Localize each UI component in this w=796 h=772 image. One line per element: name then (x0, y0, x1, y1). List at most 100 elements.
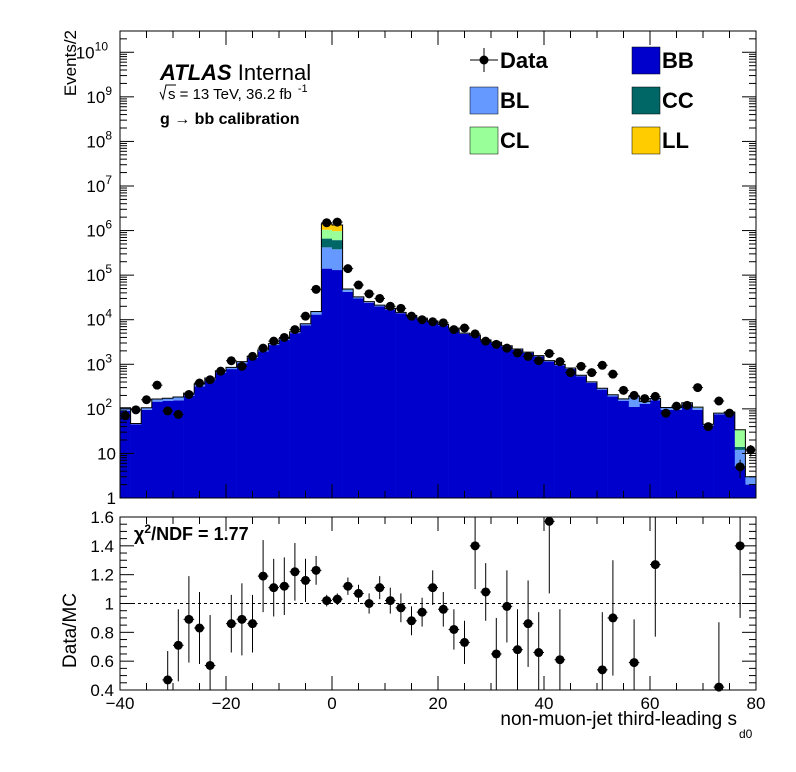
bar-bl (151, 399, 163, 402)
ratio-point (257, 540, 269, 613)
data-point (650, 391, 661, 401)
bar-bb (247, 357, 259, 498)
bar-bb (321, 268, 333, 498)
data-point (342, 264, 354, 274)
ratio-point (226, 594, 237, 653)
ratio-point (597, 612, 608, 690)
bar-bb (660, 409, 672, 498)
data-point (724, 408, 735, 418)
x-tick-label: 20 (429, 694, 448, 713)
ratio-y-axis: 0.4 0.6 0.8 1 1.2 1.4 1.6 (90, 508, 756, 700)
bar-bb (194, 386, 206, 498)
ratio-points (162, 516, 746, 692)
bar-bl (310, 312, 322, 315)
legend-label: CL (500, 128, 529, 153)
ratio-point (512, 609, 523, 690)
bar-bb (681, 404, 693, 498)
bar-bb (416, 318, 428, 498)
bar-bb (575, 376, 587, 498)
ratio-point (236, 583, 248, 656)
bar-bb (586, 383, 598, 498)
legend-item-cc: CC (631, 86, 694, 115)
bar-bb (183, 395, 195, 498)
y-tick-label: 109 (86, 84, 112, 107)
bar-bb (342, 291, 354, 498)
legend-label: LL (662, 128, 689, 153)
legend-swatch (469, 126, 499, 155)
main-panel: 1 10 102 103 104 105 106 107 108 109 1010 Events/2 (61, 30, 757, 508)
internal-label: Internal (238, 60, 311, 85)
bar-bb (130, 424, 142, 498)
ratio-point (734, 517, 746, 618)
data-point (416, 315, 428, 325)
y-tick-label: 102 (86, 396, 112, 419)
data-point (194, 378, 205, 388)
data-point (533, 356, 544, 366)
data-point (469, 329, 481, 339)
ratio-point (554, 609, 566, 690)
data-point (501, 343, 513, 353)
data-point (703, 422, 714, 432)
bar-bb (204, 380, 216, 498)
x-axis-title: non-muon-jet third-leading s (500, 709, 737, 730)
bar-bb (512, 349, 524, 498)
ratio-point (279, 557, 290, 616)
data-point (491, 339, 502, 349)
ratio-point (194, 591, 205, 665)
bar-bb (448, 328, 460, 498)
ratio-point (395, 593, 407, 623)
data-point (385, 301, 396, 311)
ratio-point (501, 570, 513, 643)
main-y-axis: 1 10 102 103 104 105 106 107 108 109 1010 (76, 30, 756, 508)
energy-label: s = 13 TeV, 36.2 fb -1 (168, 83, 308, 103)
data-point (321, 218, 332, 228)
data-point (565, 368, 576, 378)
y-tick-label: 104 (86, 307, 112, 330)
data-point (279, 332, 290, 342)
bar-bb (395, 313, 407, 498)
chi2-symbol: χ (134, 524, 145, 544)
x-tick-label: 80 (747, 694, 766, 713)
ratio-point (406, 606, 417, 636)
ratio-y-axis-title: Data/MC (60, 593, 81, 668)
bar-bb (236, 363, 248, 498)
bar-cc (734, 446, 746, 450)
data-point (363, 289, 375, 299)
ratio-point (268, 558, 279, 617)
bar-ll (332, 225, 343, 232)
data-point (215, 366, 226, 376)
bar-bb (310, 314, 322, 498)
bar-bb (438, 325, 449, 498)
bar-bb (713, 414, 725, 498)
ratio-point (491, 617, 502, 690)
ratio-point (650, 517, 661, 637)
data-point (734, 459, 746, 479)
data-point (130, 405, 142, 415)
ratio-y-tick-label: 0.4 (90, 681, 114, 700)
ratio-y-tick-label: 1.2 (90, 566, 114, 585)
bar-bb (692, 409, 704, 498)
bar-bl (734, 449, 746, 467)
ratio-point (332, 593, 343, 605)
bar-bb (565, 368, 577, 498)
legend-swatch (631, 86, 661, 115)
bar-bb (628, 407, 640, 498)
bar-bb (120, 410, 131, 498)
ratio-y-tick-label: 1 (105, 595, 114, 614)
legend-item-cl: CL (469, 126, 529, 155)
y-tick-label: 108 (86, 128, 112, 151)
bar-bl (141, 407, 153, 410)
bar-bl (374, 305, 386, 307)
x-tick-label: 40 (535, 694, 554, 713)
energy-text: s = 13 TeV, 36.2 fb (168, 86, 292, 103)
bar-bb (173, 400, 184, 498)
bar-bl (353, 297, 365, 299)
data-point (173, 409, 184, 419)
bar-bb (427, 321, 439, 498)
bar-bb (533, 356, 545, 498)
main-y-axis-title: Events/2 (61, 30, 80, 96)
y-tick-label: 1 (107, 489, 116, 508)
bar-bl (575, 375, 587, 377)
ratio-x-axis: −40 −20 0 20 40 60 80 (106, 517, 766, 713)
bar-cc (321, 238, 333, 248)
